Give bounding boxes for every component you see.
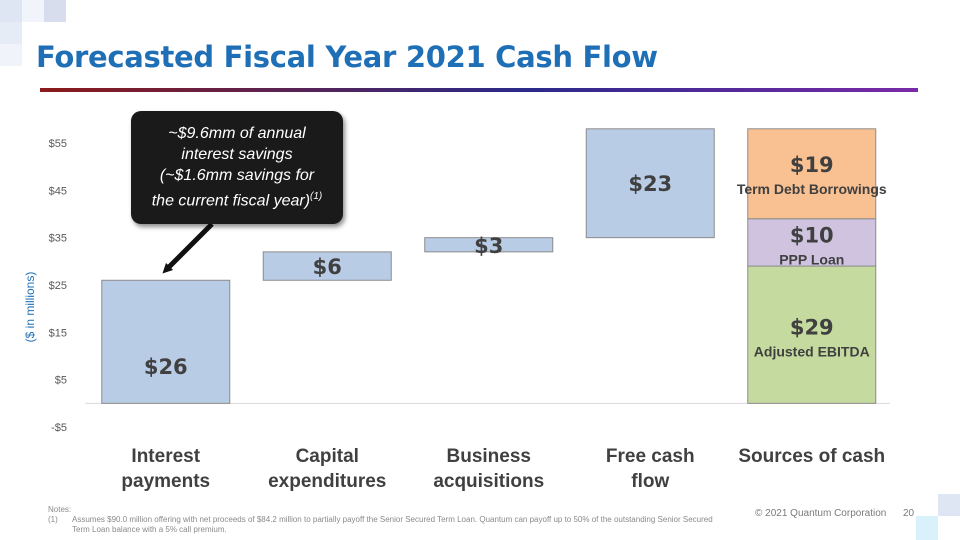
stack-value-label: $29	[790, 316, 834, 340]
corner-square-7	[938, 494, 960, 516]
x-axis-labels: Interest payments Capital expenditures Busin…	[121, 446, 885, 492]
sources-stack-segment	[747, 128, 877, 220]
interest-savings-callout: ~$9.6mm of annual interest savings (~$1.…	[131, 111, 343, 224]
corner-square-3	[44, 0, 66, 22]
stack-name-label: Term Debt Borrowings	[737, 181, 887, 197]
notes-heading: Notes:	[48, 505, 72, 514]
corner-square-8	[916, 516, 938, 540]
corner-square-9	[938, 516, 960, 540]
bar-value-label: $26	[144, 355, 188, 379]
stack-value-label: $19	[790, 153, 834, 177]
callout-arrow	[162, 222, 214, 274]
y-tick-label: $25	[49, 280, 67, 292]
page-number: 20	[903, 508, 915, 519]
y-tick-label: $15	[49, 327, 67, 339]
callout-line-1: ~$9.6mm of annual	[168, 125, 306, 143]
waterfall-bar	[101, 279, 231, 404]
y-tick-label: -$5	[51, 422, 67, 434]
y-axis: -$5 $5 $15 $25 $35 $45 $55	[49, 138, 67, 434]
callout-line-4: the current fiscal year)	[151, 192, 311, 210]
bar-value-label: $23	[628, 172, 672, 196]
x-category-label: expenditures	[268, 471, 386, 492]
corner-square-2	[22, 0, 44, 22]
bar-value-label: $6	[313, 255, 342, 279]
y-tick-label: $55	[49, 138, 67, 150]
waterfall-bar	[424, 237, 554, 253]
sources-stack-segment	[747, 218, 877, 267]
note-number: (1)	[48, 515, 58, 524]
x-category-label: Sources of cash	[738, 446, 885, 467]
x-category-label: Business	[447, 446, 531, 467]
note-text: Assumes $90.0 million offering with net …	[72, 515, 713, 534]
corner-square-5	[22, 22, 44, 44]
y-tick-label: $35	[49, 233, 67, 245]
x-category-label: Interest	[131, 446, 200, 467]
waterfall-bar	[262, 251, 392, 281]
stack-name-label: Adjusted EBITDA	[754, 344, 870, 360]
stack-value-label: $10	[790, 223, 834, 247]
x-category-label: Capital	[296, 446, 359, 467]
notes: Notes: (1) Assumes $90.0 million offerin…	[48, 505, 728, 535]
y-tick-label: $45	[49, 185, 67, 197]
x-category-label: flow	[631, 471, 669, 492]
callout-footnote-ref: (1)	[310, 191, 323, 203]
waterfall-bar	[585, 128, 715, 239]
bars-group	[101, 128, 877, 404]
x-category-label: Free cash	[606, 446, 695, 467]
title-rule	[40, 88, 918, 92]
sources-stack-segment	[747, 265, 877, 404]
x-category-label: acquisitions	[433, 471, 544, 492]
callout-line-3: (~$1.6mm savings for	[159, 167, 315, 185]
corner-square-6	[0, 44, 22, 66]
x-category-label: payments	[121, 471, 210, 492]
copyright-footer: © 2021 Quantum Corporation	[755, 508, 887, 519]
corner-square-1	[0, 0, 22, 22]
y-tick-label: $5	[55, 375, 67, 387]
page-title: Forecasted Fiscal Year 2021 Cash Flow	[36, 40, 658, 74]
corner-square-4	[0, 22, 22, 44]
note-item: (1) Assumes $90.0 million offering with …	[48, 515, 728, 535]
bar-value-label: $3	[474, 234, 503, 258]
stack-name-label: PPP Loan	[779, 251, 844, 267]
bar-labels-group: $26 $6 $3 $23 $29 Adjusted EBITDA $10 PPP Loan $…	[144, 153, 887, 379]
callout-line-2: interest savings	[181, 146, 293, 164]
